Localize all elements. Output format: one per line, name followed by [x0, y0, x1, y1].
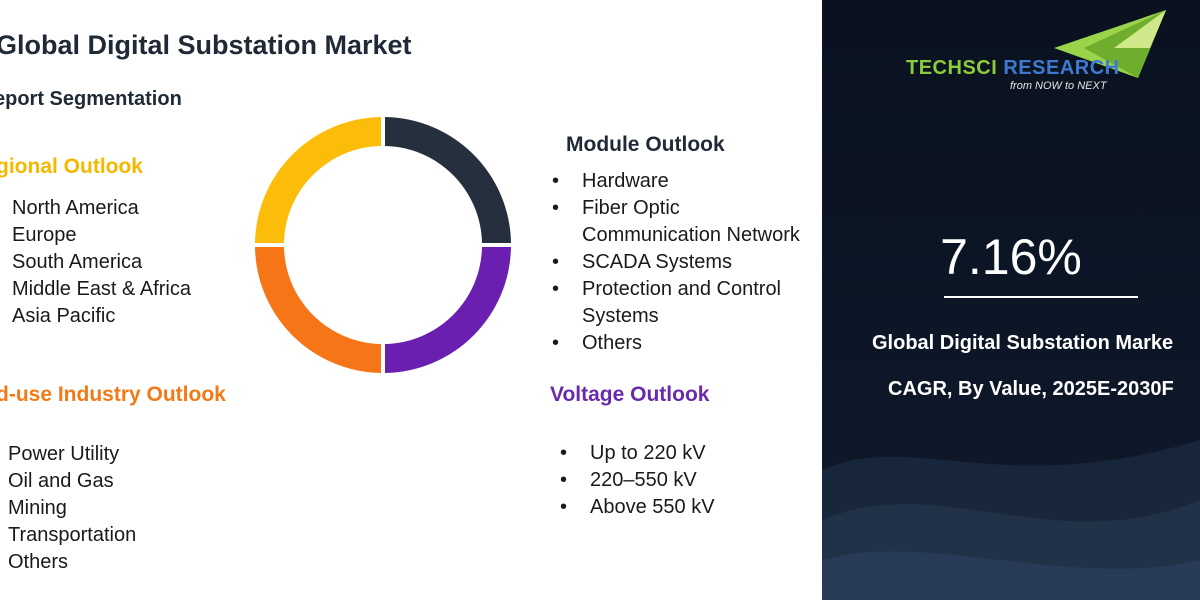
bullet-icon: •	[560, 469, 568, 491]
list-item: • Above 550 kV	[560, 494, 715, 521]
donut-segment-top-left	[255, 117, 381, 243]
voltage-outlook-heading: Voltage Outlook	[550, 383, 710, 406]
bullet-icon: •	[560, 496, 568, 518]
list-item: Mining	[8, 497, 67, 519]
logo-tagline: from NOW to NEXT	[1010, 80, 1107, 92]
donut-segment-bottom-right	[385, 247, 511, 373]
list-item: • Hardware	[552, 168, 800, 195]
list-item: • Up to 220 kV	[560, 440, 715, 467]
bullet-icon: •	[552, 251, 560, 273]
bullet-icon: •	[552, 170, 560, 192]
list-item: Systems	[582, 305, 659, 327]
donut-segment-top-right	[385, 117, 511, 243]
voltage-outlook-list: • Up to 220 kV • 220–550 kV • Above 550 kV	[560, 440, 715, 521]
logo-tech-text: TECHSCI	[906, 57, 998, 79]
regional-outlook-heading: gional Outlook	[0, 155, 143, 178]
list-item: • Protection and Control	[552, 276, 800, 303]
logo-research-text: RESEARCH	[997, 57, 1120, 79]
list-item: Middle East & Africa	[12, 278, 191, 300]
module-outlook-heading: Module Outlook	[566, 133, 725, 156]
report-segmentation-label: eport Segmentation	[0, 88, 182, 110]
cagr-period-label: CAGR, By Value, 2025E-2030F	[888, 378, 1174, 400]
market-name-label: Global Digital Substation Marke	[872, 332, 1174, 354]
list-item: • 220–550 kV	[560, 467, 715, 494]
list-item: • Fiber Optic	[552, 195, 800, 222]
logo-wing-icon	[1054, 10, 1166, 78]
stats-panel: TECHSCI RESEARCH from NOW to NEXT 7.16% …	[822, 0, 1200, 600]
techsci-logo: TECHSCI RESEARCH	[906, 57, 1120, 80]
end-use-outlook-heading: d-use Industry Outlook	[0, 383, 226, 406]
bullet-icon: •	[552, 332, 560, 354]
list-item: Transportation	[8, 524, 137, 546]
list-item: Others	[8, 551, 69, 573]
end-use-outlook-list: Power Utility Oil and Gas Mining Transpo…	[8, 441, 136, 576]
donut-segment-bottom-left	[255, 247, 381, 373]
list-item: Oil and Gas	[8, 470, 114, 492]
list-item: • SCADA Systems	[552, 249, 800, 276]
list-item: South America	[12, 251, 143, 273]
divider	[944, 296, 1138, 298]
regional-outlook-list: North America Europe South America Middl…	[12, 195, 191, 330]
bullet-icon: •	[552, 197, 560, 219]
module-outlook-list: • Hardware • Fiber Optic Communication Net…	[552, 168, 800, 357]
page-title: Global Digital Substation Market	[0, 30, 412, 60]
bullet-icon: •	[552, 278, 560, 300]
list-item: North America	[12, 197, 139, 219]
list-item: Asia Pacific	[12, 305, 116, 327]
list-item: Europe	[12, 224, 77, 246]
list-item: • Others	[552, 330, 800, 357]
cagr-value: 7.16%	[940, 229, 1082, 285]
wave-background-graphic	[822, 440, 1200, 600]
list-item: Power Utility	[8, 443, 120, 465]
list-item: Communication Network	[582, 224, 800, 246]
bullet-icon: •	[560, 442, 568, 464]
segmentation-donut	[255, 117, 511, 373]
